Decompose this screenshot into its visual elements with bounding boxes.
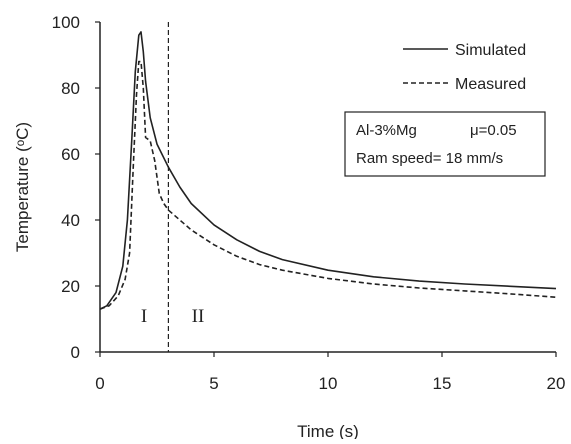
region-label-i: I [141, 306, 147, 327]
series-group [99, 31, 557, 310]
legend-measured-label: Measured [455, 76, 526, 93]
series-line-simulated [99, 31, 557, 310]
x-tick-label: 5 [209, 374, 218, 393]
x-tick-label: 10 [319, 374, 338, 393]
y-tick-label: 40 [61, 211, 80, 230]
x-axis-label: Time (s) [297, 422, 359, 439]
parameter-box-frame [344, 111, 546, 177]
series-line-measured [99, 60, 557, 310]
alloy-label: Al-3%Mg [356, 122, 417, 139]
legend-simulated-label: Simulated [455, 42, 526, 59]
y-tick-label: 100 [52, 13, 80, 32]
y-axis-label: Temperature (ᵒC) [13, 122, 32, 252]
legend: Simulated Measured [403, 42, 526, 93]
friction-label: μ=0.05 [470, 122, 517, 139]
y-tick-label: 20 [61, 277, 80, 296]
x-ticks: 0 5 10 15 20 [95, 352, 565, 393]
x-tick-label: 20 [547, 374, 566, 393]
y-tick-label: 80 [61, 79, 80, 98]
y-ticks: 0 20 40 60 80 100 [52, 13, 100, 362]
y-tick-label: 60 [61, 145, 80, 164]
region-label-ii: II [192, 306, 205, 327]
ram-speed-label: Ram speed= 18 mm/s [356, 150, 503, 167]
y-tick-label: 0 [71, 343, 80, 362]
x-tick-label: 0 [95, 374, 104, 393]
parameter-box: Al-3%Mg μ=0.05 Ram speed= 18 mm/s [344, 111, 546, 177]
x-tick-label: 15 [433, 374, 452, 393]
